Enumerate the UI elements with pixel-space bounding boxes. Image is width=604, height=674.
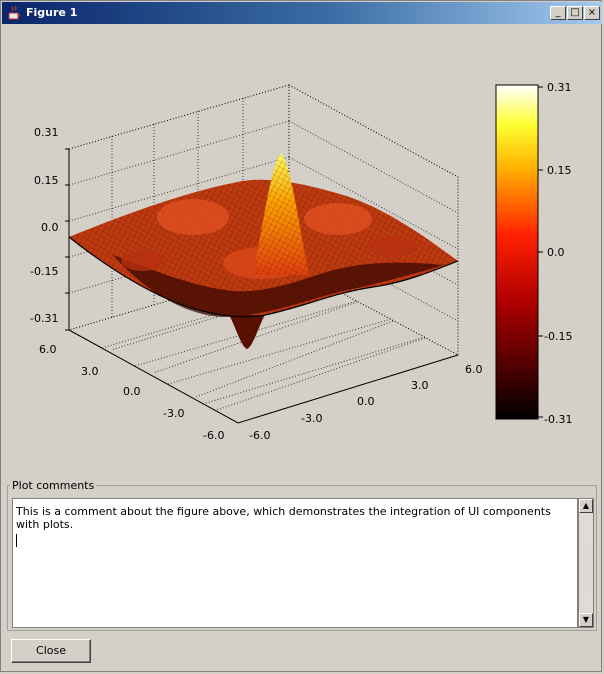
comment-text: This is a comment about the figure above…: [16, 505, 555, 531]
x-tick-label: 6.0: [465, 363, 483, 376]
arrow-down-icon: ▼: [582, 615, 590, 624]
y-tick-label: -6.0: [203, 429, 224, 442]
title-bar[interactable]: Figure 1 _ □ ×: [2, 2, 602, 24]
close-button[interactable]: Close: [11, 639, 91, 663]
z-tick-label: -0.31: [30, 312, 58, 325]
colorbar-tick-label: 0.31: [547, 81, 572, 94]
z-tick-label: 0.0: [41, 221, 59, 234]
y-tick-label: -3.0: [163, 407, 184, 420]
colorbar: 0.31 0.15 0.0 -0.15 -0.31: [495, 81, 572, 426]
plot-comments-textarea[interactable]: This is a comment about the figure above…: [12, 498, 578, 628]
z-tick-label: 0.31: [34, 126, 59, 139]
minimize-icon: _: [555, 7, 561, 18]
x-tick-label: -6.0: [249, 429, 270, 442]
java-app-icon: [8, 5, 20, 20]
comments-scrollbar[interactable]: ▲ ▼: [578, 498, 594, 628]
colorbar-tick-label: 0.0: [547, 246, 565, 259]
surface: [68, 153, 459, 349]
arrow-up-icon: ▲: [582, 501, 590, 510]
colorbar-tick-label: 0.15: [547, 164, 572, 177]
close-window-button[interactable]: ×: [584, 6, 600, 20]
x-axis: -6.0 -3.0 0.0 3.0 6.0: [249, 363, 483, 442]
scroll-down-button[interactable]: ▼: [579, 613, 593, 627]
z-tick-label: -0.15: [30, 265, 58, 278]
close-icon: ×: [587, 7, 597, 18]
x-tick-label: 3.0: [411, 379, 429, 392]
z-axis: 0.31 0.15 0.0 -0.15 -0.31: [30, 126, 69, 331]
plot-area[interactable]: 0.31 0.15 0.0 -0.15 -0.31 6.0 3.0 0.0 -3…: [3, 25, 601, 475]
plot-comments-group: Plot comments: [7, 479, 597, 631]
colorbar-tick-label: -0.31: [544, 413, 572, 426]
x-tick-label: 0.0: [357, 395, 375, 408]
surface-plot[interactable]: 0.31 0.15 0.0 -0.15 -0.31 6.0 3.0 0.0 -3…: [3, 25, 601, 475]
plot-comments-legend: Plot comments: [12, 479, 95, 492]
colorbar-tick-label: -0.15: [544, 330, 572, 343]
window-title: Figure 1: [26, 6, 78, 19]
y-tick-label: 3.0: [81, 365, 99, 378]
scroll-up-button[interactable]: ▲: [579, 499, 593, 513]
minimize-button[interactable]: _: [550, 6, 566, 20]
z-tick-label: 0.15: [34, 174, 59, 187]
y-axis: 6.0 3.0 0.0 -3.0 -6.0: [39, 343, 224, 442]
x-tick-label: -3.0: [301, 412, 322, 425]
maximize-icon: □: [570, 7, 580, 18]
y-tick-label: 0.0: [123, 385, 141, 398]
y-tick-label: 6.0: [39, 343, 57, 356]
text-caret: [16, 534, 17, 547]
maximize-button[interactable]: □: [567, 6, 583, 20]
